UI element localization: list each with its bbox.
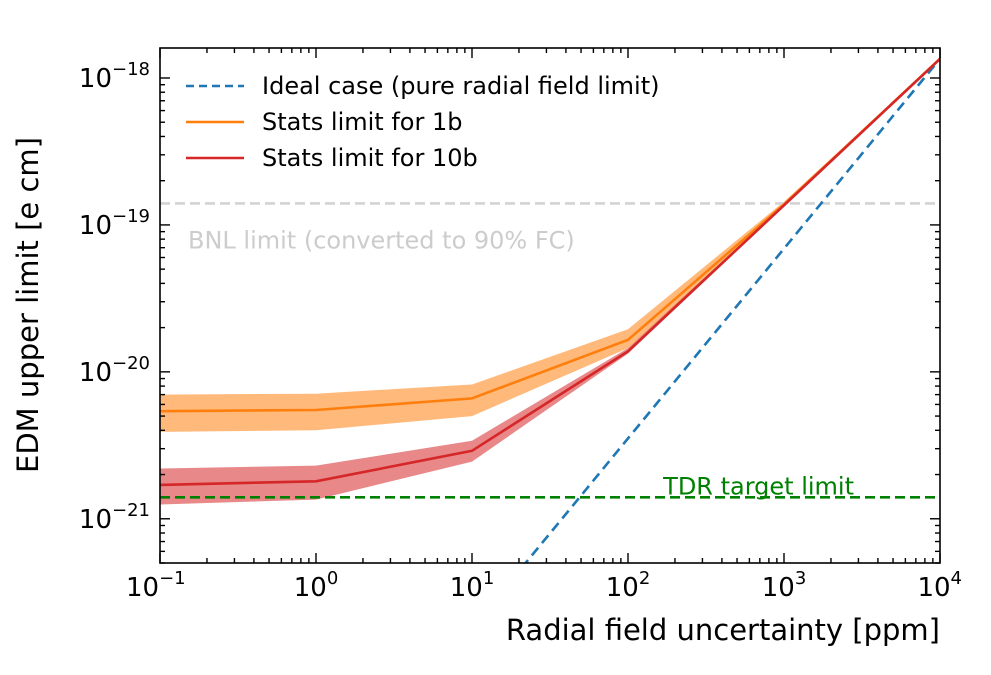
- y-tick-label: 10−20: [79, 353, 150, 388]
- band-stats-limit-for-1b: [160, 58, 940, 432]
- y-axis-label: EDM upper limit [e cm]: [11, 137, 45, 473]
- x-tick-label: 104: [917, 568, 962, 603]
- legend-label-stats-limit-for-1b: Stats limit for 1b: [262, 108, 462, 136]
- legend-label-ideal-case-pure-radial-field-limit: Ideal case (pure radial field limit): [262, 72, 659, 100]
- y-tick-label: 10−21: [79, 500, 150, 535]
- annotation-tdr-target-limit: TDR target limit: [662, 472, 854, 500]
- annotation-bnl-limit-converted-to-90-fc: BNL limit (converted to 90% FC): [188, 226, 575, 254]
- x-tick-label: 100: [294, 568, 339, 603]
- x-tick-label: 102: [606, 568, 651, 603]
- plot-area: [160, 57, 940, 563]
- legend-label-stats-limit-for-10b: Stats limit for 10b: [262, 144, 478, 172]
- plot-frame: [159, 47, 941, 564]
- legend: Ideal case (pure radial field limit) Stat…: [186, 72, 659, 172]
- x-axis-label: Radial field uncertainty [ppm]: [506, 613, 940, 647]
- y-tick-label: 10−19: [79, 206, 150, 241]
- x-tick-label: 103: [762, 568, 807, 603]
- x-tick-label: 10−1: [126, 568, 186, 603]
- series-line-ideal-case-pure-radial-field-limit: [523, 57, 940, 563]
- x-tick-label: 101: [450, 568, 495, 603]
- series-line-stats-limit-for-10b: [160, 57, 940, 487]
- y-tick-label: 10−18: [79, 59, 150, 94]
